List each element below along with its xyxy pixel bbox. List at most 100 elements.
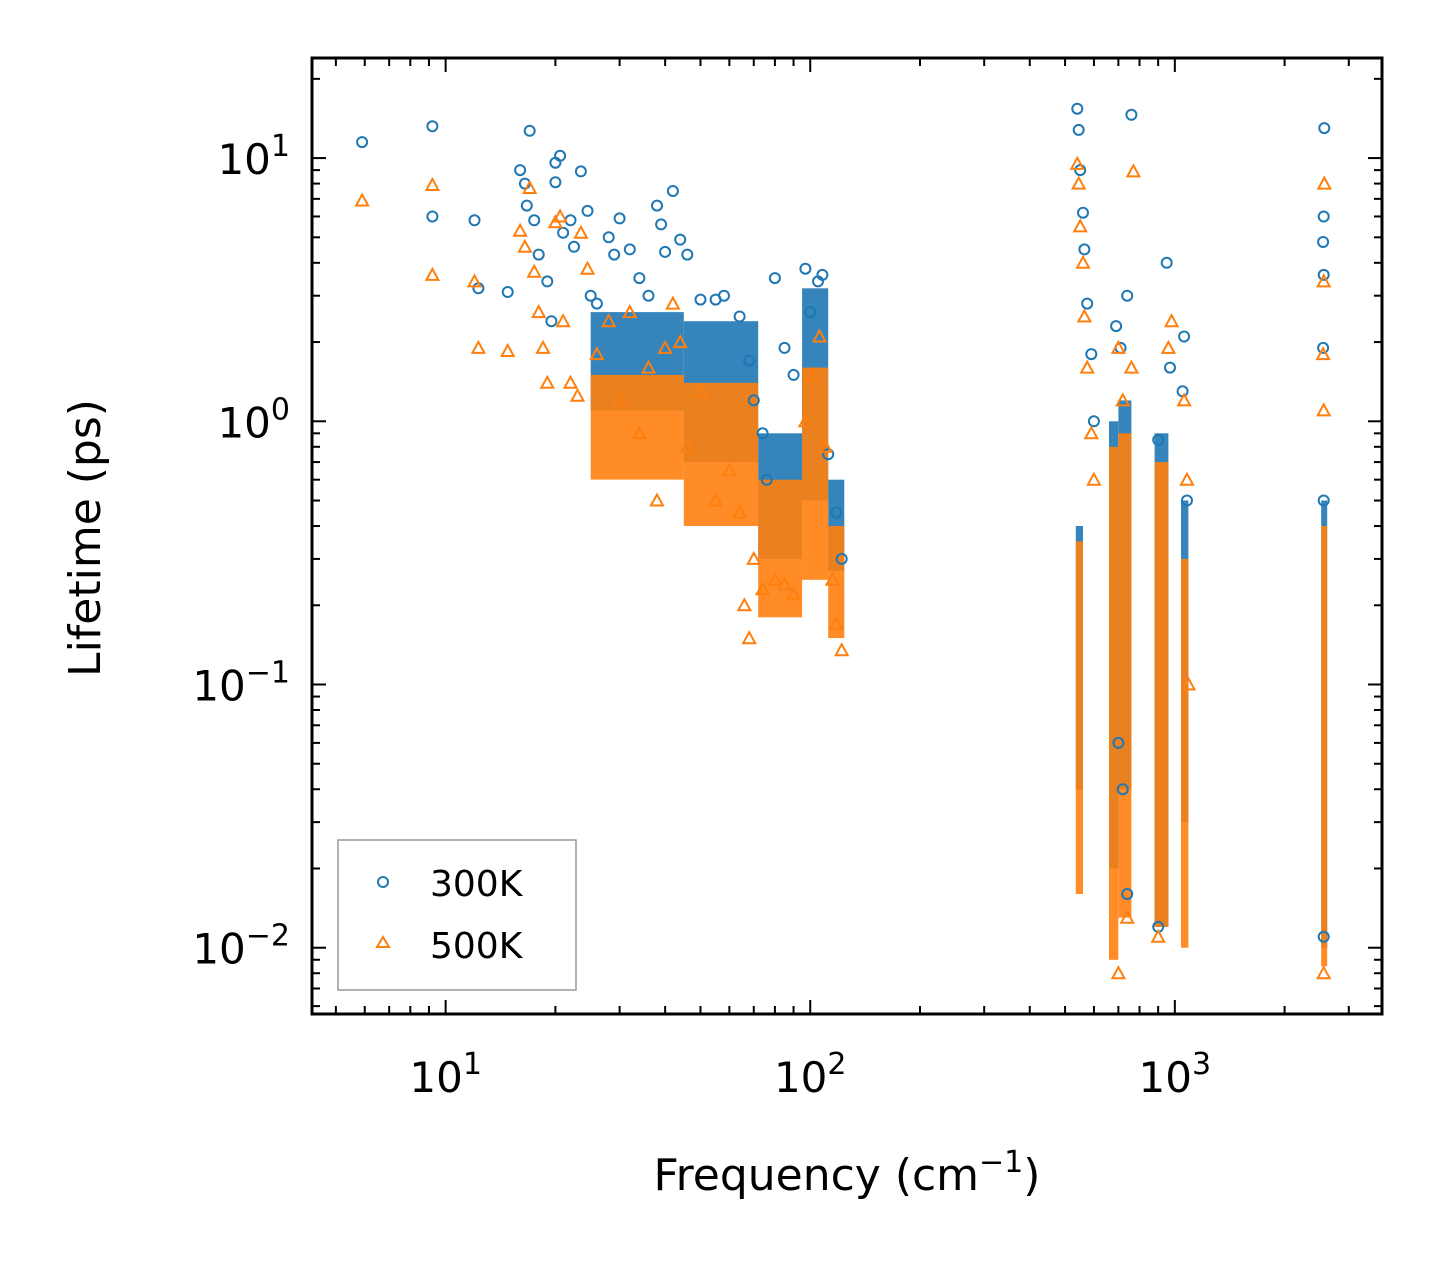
point-300k-25 <box>608 248 621 261</box>
point-500k-0 <box>354 192 370 207</box>
y-tick-label-0: 10−2 <box>192 919 290 974</box>
point-500k-72 <box>1316 402 1332 417</box>
data-band-500k-13 <box>758 479 803 618</box>
plot-frame <box>310 56 1384 1016</box>
point-500k-20 <box>589 346 605 361</box>
point-300k-22 <box>584 289 597 302</box>
point-500k-50 <box>1071 175 1087 190</box>
point-300k-21 <box>581 204 594 217</box>
point-300k-78 <box>1317 236 1330 248</box>
point-300k-80 <box>1317 341 1330 354</box>
point-500k-46 <box>824 571 841 586</box>
point-300k-57 <box>1077 206 1089 219</box>
point-500k-10 <box>531 304 547 319</box>
point-300k-47 <box>799 262 812 275</box>
point-300k-26 <box>613 212 626 225</box>
point-300k-62 <box>1110 320 1123 333</box>
x-axis-label-main: Frequency (cm <box>654 1150 980 1201</box>
data-band-500k-12 <box>683 382 759 526</box>
point-500k-56 <box>1086 471 1102 486</box>
point-300k-52 <box>830 506 843 519</box>
point-300k-59 <box>1081 297 1094 310</box>
point-500k-7 <box>517 238 533 253</box>
point-500k-49 <box>1069 155 1085 170</box>
y-tick-label-base: 10 <box>192 925 245 974</box>
point-500k-6 <box>512 222 528 237</box>
point-500k-55 <box>1083 425 1099 440</box>
point-500k-60 <box>1123 359 1140 374</box>
point-500k-14 <box>552 208 568 223</box>
point-500k-4 <box>470 339 487 354</box>
point-500k-44 <box>811 328 828 343</box>
y-tick-label-exponent: −2 <box>246 919 290 954</box>
point-300k-74 <box>1178 330 1191 343</box>
point-500k-9 <box>526 263 542 278</box>
x-tick-label-2: 103 <box>1139 1047 1212 1102</box>
point-500k-25 <box>640 359 657 374</box>
legend-label-500k: 500K <box>430 926 524 967</box>
point-500k-51 <box>1072 218 1088 233</box>
x-tick-label-base: 10 <box>409 1053 462 1102</box>
data-band-500k-14 <box>802 367 829 580</box>
point-500k-43 <box>805 366 822 381</box>
point-300k-19 <box>568 240 580 253</box>
legend-label-300k: 300K <box>430 864 524 905</box>
point-500k-22 <box>611 392 628 407</box>
point-300k-45 <box>778 341 791 354</box>
point-300k-38 <box>718 289 730 302</box>
point-500k-21 <box>601 313 617 328</box>
point-500k-11 <box>535 339 551 354</box>
y-tick-label-3: 101 <box>217 129 290 184</box>
point-300k-68 <box>1121 888 1134 900</box>
point-500k-17 <box>569 387 586 402</box>
point-500k-73 <box>1316 965 1332 980</box>
point-300k-13 <box>545 315 558 328</box>
point-500k-15 <box>555 313 571 328</box>
point-300k-27 <box>623 243 636 256</box>
point-500k-63 <box>1150 928 1166 943</box>
y-axis-title: Lifetime (ps) <box>60 399 111 677</box>
point-300k-24 <box>602 231 615 244</box>
point-500k-67 <box>1179 471 1195 486</box>
legend-marker-500k <box>375 935 391 948</box>
x-tick-label-exponent: 1 <box>463 1047 482 1082</box>
point-500k-16 <box>562 374 579 389</box>
x-tick-label-exponent: 3 <box>1192 1047 1211 1082</box>
point-500k-54 <box>1079 359 1095 374</box>
point-500k-64 <box>1163 313 1180 328</box>
point-500k-36 <box>741 630 757 645</box>
point-500k-41 <box>785 586 802 601</box>
point-500k-31 <box>692 383 709 398</box>
point-300k-11 <box>532 248 545 261</box>
point-300k-50 <box>816 268 829 281</box>
point-300k-48 <box>804 306 817 319</box>
y-tick-label-exponent: 1 <box>271 129 290 164</box>
point-300k-70 <box>1152 433 1165 446</box>
point-500k-28 <box>665 295 681 310</box>
point-500k-35 <box>736 597 753 612</box>
point-500k-66 <box>1176 392 1192 407</box>
point-300k-20 <box>574 165 587 178</box>
point-300k-43 <box>760 473 773 486</box>
point-300k-40 <box>743 354 756 367</box>
point-300k-46 <box>787 368 800 381</box>
x-axis-title: Frequency (cm−1) <box>654 1145 1041 1201</box>
point-500k-52 <box>1075 254 1091 269</box>
x-tick-label-1: 102 <box>774 1047 847 1102</box>
point-500k-61 <box>1110 965 1127 980</box>
point-300k-65 <box>1125 108 1138 121</box>
point-300k-31 <box>655 218 668 231</box>
point-500k-71 <box>1315 346 1331 361</box>
data-band-500k-11 <box>590 374 684 480</box>
point-500k-24 <box>631 425 648 440</box>
point-300k-23 <box>590 297 603 310</box>
x-tick-label-base: 10 <box>774 1053 827 1102</box>
point-300k-42 <box>756 427 769 440</box>
point-300k-1 <box>426 120 439 133</box>
point-500k-18 <box>573 224 589 239</box>
point-300k-71 <box>1160 256 1173 269</box>
point-500k-1 <box>424 176 441 191</box>
point-300k-82 <box>1317 930 1330 943</box>
point-500k-70 <box>1316 273 1332 288</box>
